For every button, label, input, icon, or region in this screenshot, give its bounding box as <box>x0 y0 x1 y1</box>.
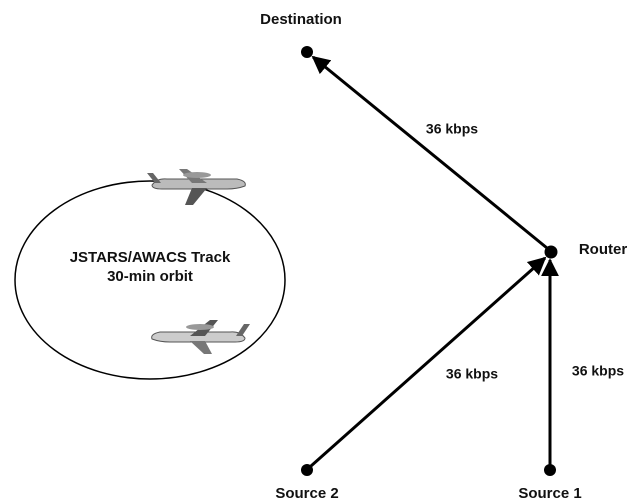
link-label: 36 kbps <box>426 121 478 137</box>
link-source2-router <box>310 256 547 468</box>
node-label: Router <box>579 241 627 258</box>
aircraft-bottom <box>151 320 250 354</box>
node-label: Destination <box>260 11 342 28</box>
node-destination <box>301 46 313 58</box>
node-router <box>544 245 558 259</box>
link-router-destination <box>311 55 548 250</box>
aircraft-top <box>147 169 246 205</box>
node-source1 <box>544 464 556 476</box>
node-source2 <box>301 464 313 476</box>
node-label: Source 1 <box>518 485 581 502</box>
track-title: JSTARS/AWACS Track <box>70 249 231 266</box>
link-label: 36 kbps <box>572 363 624 379</box>
track-subtitle: 30-min orbit <box>107 268 193 285</box>
orbit-track <box>14 180 286 380</box>
node-label: Source 2 <box>275 485 338 502</box>
link-label: 36 kbps <box>446 366 498 382</box>
